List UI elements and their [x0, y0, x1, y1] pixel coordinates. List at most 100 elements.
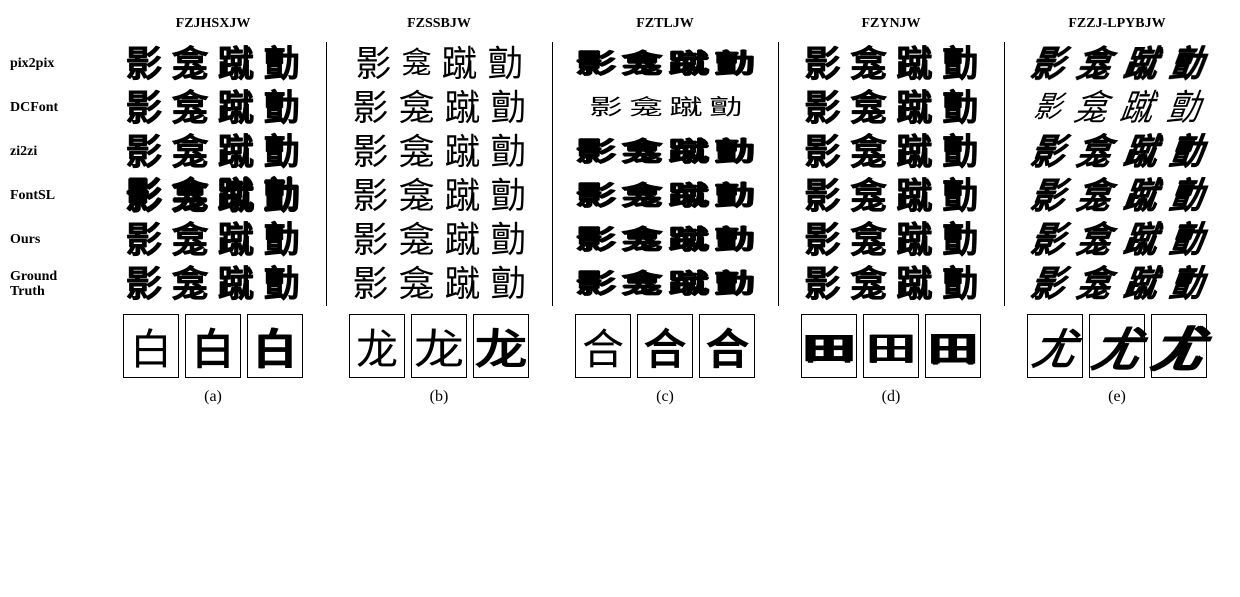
cell-gt-a: 影 龛 蹴 勯: [100, 262, 326, 306]
glyph: 影: [126, 90, 162, 126]
glyph: 蹴: [445, 222, 481, 258]
glyph: 蹴: [1121, 134, 1159, 170]
glyph: 影: [1029, 134, 1067, 170]
cell-fontsl-e: 影 龛 蹴 勯: [1004, 174, 1230, 218]
glyph: 影: [804, 178, 840, 214]
glyph: 龛: [1072, 90, 1110, 126]
glyph: 勯: [714, 139, 754, 165]
glyph: 勯: [264, 46, 300, 82]
cell-fontsl-a: 影 龛 蹴 勯: [100, 174, 326, 218]
detail-box: 田: [801, 314, 857, 378]
detail-row: 白 白 白 龙 龙 龙 合 合 合 田 田 田 尤 尤 尤: [100, 306, 1230, 382]
cell-dcfont-e: 影 龛 蹴 勯: [1004, 86, 1230, 130]
cell-pix2pix-e: 影 龛 蹴 勯: [1004, 42, 1230, 86]
cell-pix2pix-d: 影 龛 蹴 勯: [778, 42, 1004, 86]
detail-box: 龙: [473, 314, 529, 378]
glyph: 影: [126, 46, 162, 82]
glyph: 龛: [1075, 222, 1113, 258]
glyph: 蹴: [1121, 266, 1159, 302]
glyph: 龛: [172, 266, 208, 302]
glyph: 龛: [622, 183, 662, 209]
glyph: 影: [589, 97, 623, 119]
glyph: 勯: [943, 134, 979, 170]
sublabel-e: (e): [1004, 382, 1230, 406]
glyph: 勯: [1167, 46, 1205, 82]
glyph: 蹴: [1121, 46, 1159, 82]
glyph: 蹴: [1121, 178, 1159, 214]
glyph: 勯: [1167, 266, 1205, 302]
sublabel-b: (b): [326, 382, 552, 406]
glyph: 蹴: [1121, 222, 1159, 258]
row-label-pix2pix: pix2pix: [10, 42, 100, 86]
sublabel-d: (d): [778, 382, 1004, 406]
glyph: 蹴: [668, 51, 708, 77]
glyph: 影: [804, 90, 840, 126]
detail-box: 合: [575, 314, 631, 378]
glyph: 勯: [491, 222, 527, 258]
glyph: 勯: [943, 178, 979, 214]
glyph: 蹴: [897, 134, 933, 170]
col-header-b: FZSSBJW: [326, 10, 552, 42]
glyph: 龛: [622, 271, 662, 297]
comparison-figure: FZJHSXJW FZSSBJW FZTLJW FZYNJW FZZJ-LPYB…: [10, 10, 1230, 406]
glyph: 龛: [1075, 266, 1113, 302]
glyph: 龛: [1075, 134, 1113, 170]
detail-c: 合 合 合: [552, 306, 778, 382]
glyph: 龛: [622, 51, 662, 77]
detail-box: 尤: [1151, 314, 1207, 378]
glyph: 蹴: [897, 46, 933, 82]
col-header-c: FZTLJW: [552, 10, 778, 42]
glyph: 龛: [401, 49, 431, 79]
glyph: 龛: [1075, 178, 1113, 214]
glyph: 蹴: [445, 90, 481, 126]
glyph: 影: [1029, 178, 1067, 214]
glyph: 蹴: [668, 227, 708, 253]
glyph: 勯: [1167, 134, 1205, 170]
detail-spacer: [10, 306, 100, 382]
detail-d: 田 田 田: [778, 306, 1004, 382]
glyph: 勯: [714, 51, 754, 77]
cell-dcfont-a: 影 龛 蹴 勯: [100, 86, 326, 130]
glyph: 蹴: [218, 46, 254, 82]
glyph: 勯: [264, 90, 300, 126]
glyph: 龛: [622, 139, 662, 165]
glyph: 蹴: [668, 271, 708, 297]
glyph: 勯: [943, 266, 979, 302]
glyph: 影: [804, 46, 840, 82]
glyph: 蹴: [897, 178, 933, 214]
glyph: 影: [1033, 93, 1065, 123]
glyph: 勯: [264, 134, 300, 170]
glyph: 影: [804, 266, 840, 302]
detail-box: 尤: [1027, 314, 1083, 378]
glyph: 蹴: [445, 266, 481, 302]
glyph: 影: [576, 51, 616, 77]
cell-zi2zi-a: 影 龛 蹴 勯: [100, 130, 326, 174]
glyph: 龛: [850, 266, 886, 302]
glyph: 龛: [172, 178, 208, 214]
glyph: 影: [804, 134, 840, 170]
detail-box: 白: [185, 314, 241, 378]
glyph: 影: [576, 227, 616, 253]
glyph: 勯: [943, 222, 979, 258]
cell-fontsl-b: 影 龛 蹴 勯: [326, 174, 552, 218]
glyph: 影: [576, 271, 616, 297]
glyph: 影: [576, 139, 616, 165]
cell-gt-e: 影 龛 蹴 勯: [1004, 262, 1230, 306]
glyph: 蹴: [218, 90, 254, 126]
cell-dcfont-c: 影 龛 蹴 勯: [552, 86, 778, 130]
detail-box: 龙: [411, 314, 467, 378]
glyph: 勯: [491, 266, 527, 302]
glyph: 勯: [1167, 178, 1205, 214]
glyph: 勯: [1164, 90, 1202, 126]
detail-box: 合: [699, 314, 755, 378]
cell-zi2zi-d: 影 龛 蹴 勯: [778, 130, 1004, 174]
glyph: 勯: [264, 266, 300, 302]
glyph: 龛: [850, 90, 886, 126]
glyph: 龛: [398, 134, 434, 170]
col-header-e: FZZJ-LPYBJW: [1004, 10, 1230, 42]
glyph: 龛: [398, 90, 434, 126]
cell-gt-c: 影 龛 蹴 勯: [552, 262, 778, 306]
detail-box: 白: [123, 314, 179, 378]
glyph: 影: [355, 46, 391, 82]
glyph: 勯: [943, 90, 979, 126]
